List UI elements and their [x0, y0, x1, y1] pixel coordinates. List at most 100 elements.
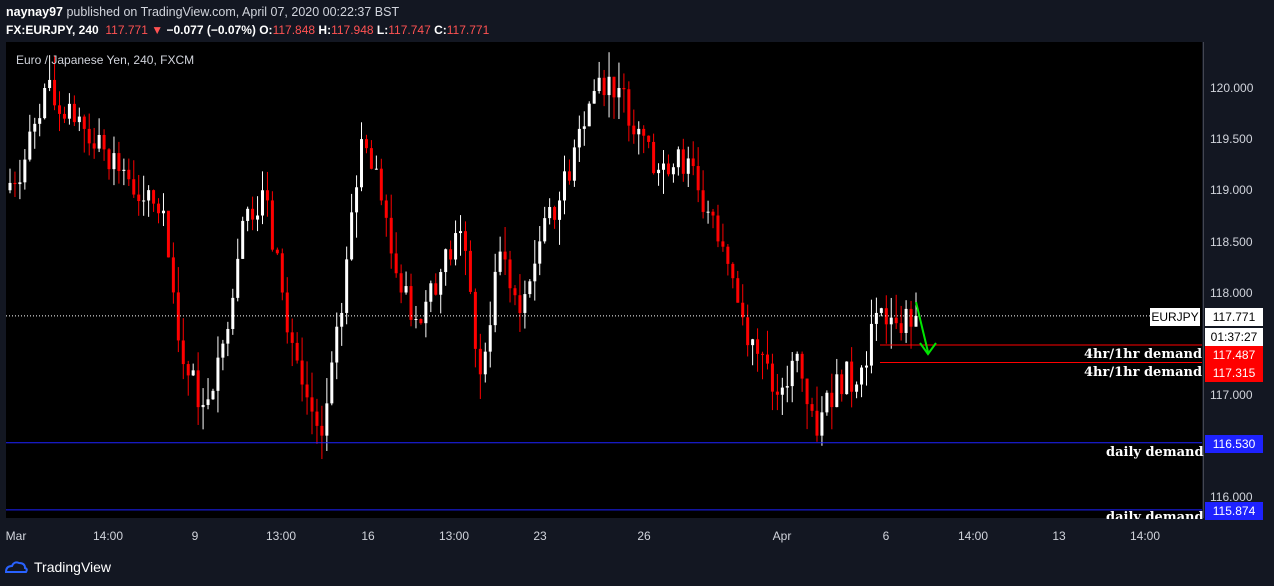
chart-canvas[interactable]: [6, 42, 1202, 518]
candle-body: [899, 323, 903, 333]
candle-body: [265, 190, 269, 201]
candle-body: [815, 410, 819, 436]
publish-date: published on TradingView.com, April 07, …: [66, 5, 400, 19]
demand1-price-label: 117.487: [1205, 346, 1263, 364]
candle-body: [211, 390, 215, 400]
candle-body: [186, 364, 190, 376]
candle-body: [577, 128, 581, 148]
candle-body: [429, 283, 433, 302]
candle-body: [721, 241, 725, 247]
candle-body: [493, 271, 497, 326]
candle-body: [488, 325, 492, 352]
candle-body: [102, 134, 106, 150]
candle-body: [607, 76, 611, 96]
candle-body: [562, 171, 566, 201]
candle-body: [884, 308, 888, 325]
candle-body: [701, 190, 705, 212]
candle-body: [315, 411, 319, 426]
candle-body: [775, 391, 779, 395]
candle-body: [300, 360, 304, 385]
candle-body: [384, 200, 388, 218]
candle-body: [77, 116, 81, 123]
candle-body: [355, 187, 359, 213]
price-tick: 118.000: [1210, 286, 1253, 300]
candle-body: [360, 139, 364, 188]
candle-body: [201, 404, 205, 408]
time-tick: 23: [533, 529, 547, 543]
candle-body: [558, 200, 562, 220]
candle-body: [152, 190, 156, 204]
candle-body: [904, 308, 908, 333]
high-label: H:: [318, 23, 332, 37]
candle-body: [92, 143, 96, 149]
chart-title: Euro / Japanese Yen, 240, FXCM: [16, 53, 195, 67]
candle-body: [226, 328, 230, 344]
down-arrow-icon: ▼: [151, 23, 164, 37]
candle-body: [597, 77, 601, 92]
candle-body: [107, 149, 111, 170]
candle-body: [805, 378, 809, 405]
candle-body: [860, 367, 864, 385]
candle-body: [864, 365, 868, 368]
candle-body: [374, 168, 378, 170]
candle-body: [711, 211, 715, 216]
candle-body: [879, 308, 883, 313]
candle-body: [518, 295, 522, 313]
candle-body: [483, 351, 487, 375]
candle-body: [82, 116, 86, 129]
time-tick: 26: [637, 529, 651, 543]
candle-body: [716, 215, 720, 242]
open-label: O:: [259, 23, 273, 37]
candle-body: [889, 317, 893, 325]
candle-body: [216, 357, 220, 391]
candle-body: [444, 249, 448, 273]
candle-body: [855, 384, 859, 392]
candle-body: [379, 168, 383, 201]
price-tick: 119.500: [1210, 132, 1253, 146]
candle-body: [894, 317, 898, 324]
candle-body: [612, 76, 616, 98]
candle-body: [627, 89, 631, 126]
close-label: C:: [434, 23, 447, 37]
candle-body: [434, 283, 438, 295]
candle-body: [770, 363, 774, 392]
candle-body: [424, 301, 428, 324]
candle-body: [330, 362, 334, 404]
symbol-label: FX:EURJPY, 240: [6, 23, 99, 37]
demand1-text: 4hr/1hr demand: [1084, 347, 1203, 362]
candle-body: [132, 179, 136, 195]
candle-body: [513, 288, 517, 296]
candle-body: [310, 397, 314, 412]
candle-body: [498, 251, 502, 272]
candle-body: [58, 105, 62, 114]
low-value: 117.747: [388, 23, 431, 37]
candle-body: [800, 353, 804, 379]
candle-body: [765, 354, 769, 364]
candle-body: [345, 259, 349, 313]
candle-body: [686, 158, 690, 174]
brand-name: TradingView: [34, 559, 112, 575]
tradingview-logo[interactable]: TradingView: [4, 559, 111, 575]
candle-body: [706, 211, 710, 213]
price-tick: 119.000: [1210, 183, 1253, 197]
candle-body: [147, 190, 151, 201]
candle-body: [176, 292, 180, 341]
arrow-shaft: [915, 301, 929, 353]
candle-body: [454, 233, 458, 260]
publication-header: naynay97 published on TradingView.com, A…: [0, 0, 1274, 42]
author-name[interactable]: naynay97: [6, 5, 63, 19]
time-axis[interactable]: [0, 519, 1202, 549]
candle-body: [761, 353, 765, 355]
candle-body: [305, 384, 309, 398]
time-tick: 14:00: [92, 529, 124, 543]
candle-body: [617, 88, 621, 98]
close-value: 117.771: [446, 23, 490, 37]
candle-body: [142, 200, 146, 202]
candle-body: [523, 294, 527, 313]
time-tick: 13:00: [438, 529, 470, 543]
candle-body: [335, 326, 339, 363]
candle-body: [741, 302, 745, 318]
candle-body: [369, 148, 373, 169]
candle-body: [161, 210, 165, 214]
candle-body: [666, 163, 670, 175]
